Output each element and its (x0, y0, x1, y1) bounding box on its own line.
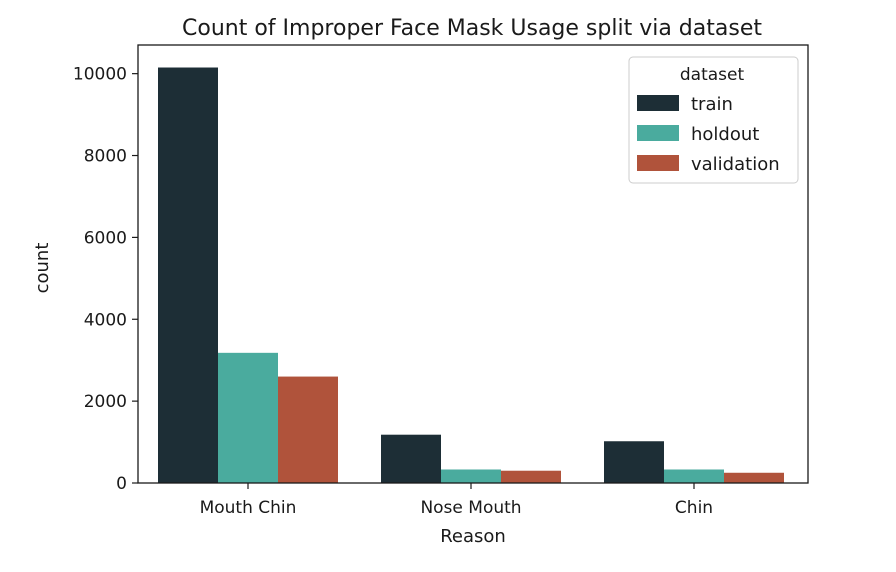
y-tick-label: 4000 (84, 310, 127, 330)
legend-swatch-validation (637, 155, 679, 171)
bar-train-mouth-chin (158, 67, 218, 484)
y-tick-label: 2000 (84, 392, 127, 412)
bar-train-nose-mouth (381, 434, 441, 483)
bar-holdout-chin (664, 469, 724, 483)
bar-validation-nose-mouth (501, 470, 561, 483)
y-axis-label: count (32, 243, 53, 294)
y-tick-label: 8000 (84, 147, 127, 167)
y-tick-label: 0 (116, 474, 127, 494)
bar-validation-mouth-chin (278, 376, 338, 483)
legend-label-train: train (691, 94, 733, 115)
x-tick-label: Nose Mouth (420, 498, 521, 518)
legend: dataset train holdout validation (628, 56, 799, 184)
bars-group (158, 67, 784, 484)
legend-title: dataset (680, 65, 745, 85)
legend-swatch-train (637, 95, 679, 111)
chart-title: Count of Improper Face Mask Usage split … (182, 16, 762, 41)
legend-swatch-holdout (637, 125, 679, 141)
x-axis: Mouth Chin Nose Mouth Chin (200, 483, 713, 518)
x-axis-label: Reason (440, 526, 506, 547)
bar-holdout-nose-mouth (441, 469, 501, 483)
y-axis: 0 2000 4000 6000 8000 10000 (73, 65, 138, 494)
legend-items: train holdout validation (637, 94, 780, 175)
x-tick-label: Chin (675, 498, 713, 518)
bar-holdout-mouth-chin (218, 352, 278, 483)
x-tick-label: Mouth Chin (200, 498, 297, 518)
plot-frame (137, 44, 809, 484)
y-tick-label: 6000 (84, 228, 127, 248)
y-tick-label: 10000 (73, 65, 127, 85)
bar-train-chin (604, 441, 664, 483)
bar-validation-chin (724, 472, 784, 483)
legend-box (628, 56, 799, 184)
legend-label-validation: validation (691, 154, 780, 175)
legend-label-holdout: holdout (691, 124, 759, 145)
